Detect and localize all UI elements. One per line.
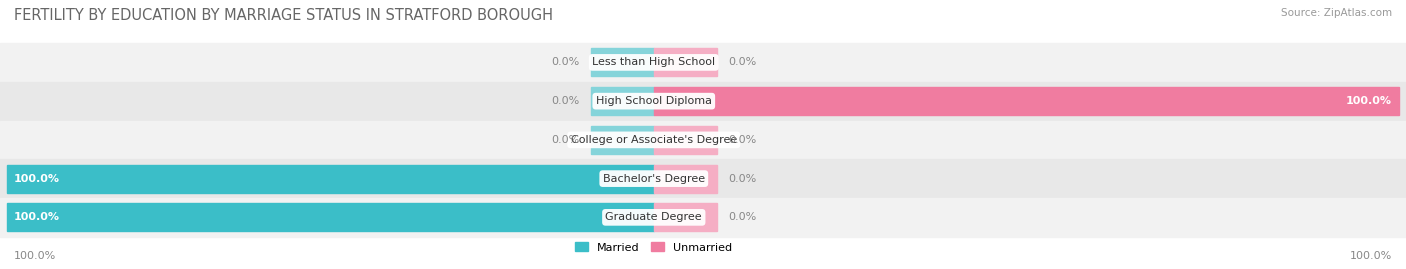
Text: 0.0%: 0.0% (728, 212, 756, 222)
Text: 0.0%: 0.0% (728, 57, 756, 68)
Bar (654, 126, 717, 154)
Bar (654, 203, 717, 231)
Bar (7, 165, 654, 193)
Text: 100.0%: 100.0% (14, 174, 60, 184)
Text: Source: ZipAtlas.com: Source: ZipAtlas.com (1281, 8, 1392, 18)
Text: 0.0%: 0.0% (728, 135, 756, 145)
Text: 0.0%: 0.0% (551, 57, 579, 68)
Text: 100.0%: 100.0% (1346, 96, 1392, 106)
Text: 0.0%: 0.0% (551, 96, 579, 106)
Text: Less than High School: Less than High School (592, 57, 716, 68)
Bar (654, 48, 717, 76)
Legend: Married, Unmarried: Married, Unmarried (575, 242, 733, 253)
Bar (654, 87, 1399, 115)
Bar (0, 43, 1406, 82)
Text: 0.0%: 0.0% (551, 135, 579, 145)
Bar (591, 48, 654, 76)
Text: 0.0%: 0.0% (728, 174, 756, 184)
Text: College or Associate's Degree: College or Associate's Degree (571, 135, 737, 145)
Bar (0, 159, 1406, 198)
Bar (654, 165, 717, 193)
Bar (0, 198, 1406, 237)
Text: FERTILITY BY EDUCATION BY MARRIAGE STATUS IN STRATFORD BOROUGH: FERTILITY BY EDUCATION BY MARRIAGE STATU… (14, 8, 553, 23)
Text: High School Diploma: High School Diploma (596, 96, 711, 106)
Bar (591, 126, 654, 154)
Bar (7, 203, 654, 231)
Bar (591, 87, 654, 115)
Bar (0, 121, 1406, 159)
Text: 100.0%: 100.0% (14, 212, 60, 222)
Bar (0, 82, 1406, 121)
Text: 100.0%: 100.0% (14, 250, 56, 261)
Text: 100.0%: 100.0% (1350, 250, 1392, 261)
Text: Graduate Degree: Graduate Degree (606, 212, 702, 222)
Text: Bachelor's Degree: Bachelor's Degree (603, 174, 704, 184)
